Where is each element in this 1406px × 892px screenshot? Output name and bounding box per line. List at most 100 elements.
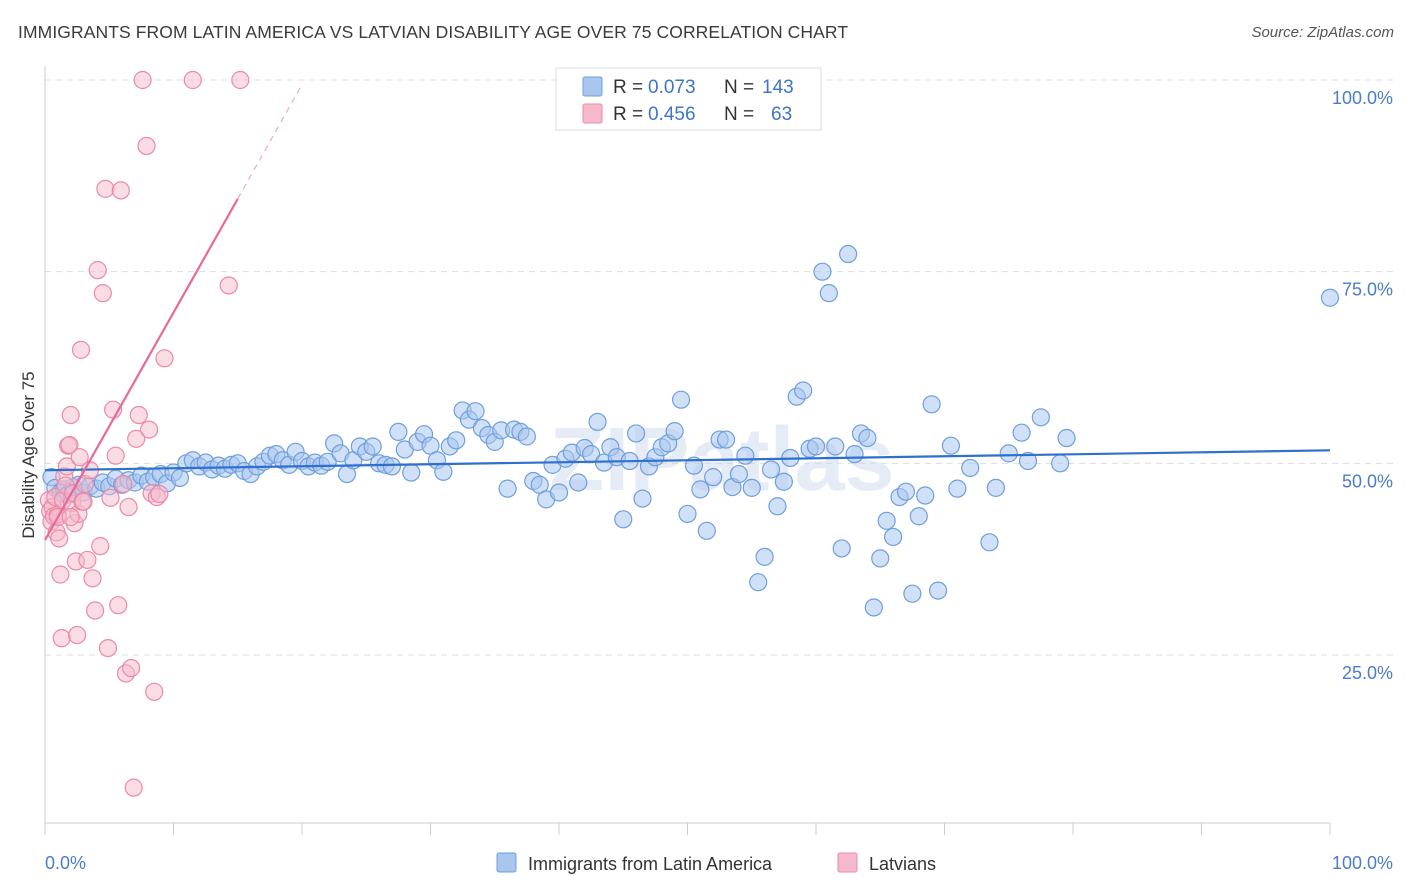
data-point-latvians — [139, 420, 159, 439]
data-point-latvians — [83, 569, 102, 588]
data-point-immigrants — [961, 458, 980, 478]
data-point-immigrants — [883, 527, 903, 547]
data-point-immigrants — [916, 486, 935, 505]
data-point-immigrants — [671, 390, 691, 409]
data-point-immigrants — [871, 549, 890, 568]
data-point-immigrants — [1018, 451, 1038, 471]
data-point-immigrants — [729, 464, 749, 484]
y-tick-labels: 25.0% 50.0% 75.0% 100.0% — [1332, 88, 1393, 683]
data-point-latvians — [61, 507, 80, 527]
data-point-latvians — [71, 340, 91, 359]
data-point-immigrants — [434, 462, 453, 481]
data-point-immigrants — [819, 284, 838, 303]
x-tick-label: 100.0% — [1332, 853, 1393, 873]
data-point-immigrants — [633, 489, 652, 508]
data-point-latvians — [96, 179, 115, 198]
data-point-immigrants — [845, 445, 864, 464]
y-tick-label: 25.0% — [1342, 663, 1393, 683]
bottom-legend-swatch-pink — [837, 852, 858, 873]
data-point-latvians — [129, 405, 148, 425]
data-point-immigrants — [1012, 423, 1031, 442]
data-point-immigrants — [363, 437, 382, 456]
data-point-latvians — [68, 625, 87, 645]
data-point-latvians — [150, 484, 169, 504]
legend-n-value-2: 63 — [771, 104, 792, 125]
data-point-immigrants — [877, 511, 896, 530]
data-point-latvians — [111, 181, 130, 200]
data-point-latvians — [61, 405, 80, 425]
data-point-latvians — [121, 658, 141, 678]
chart-title: IMMIGRANTS FROM LATIN AMERICA VS LATVIAN… — [18, 22, 849, 42]
data-point-immigrants — [826, 437, 845, 456]
data-point-latvians — [124, 778, 143, 797]
data-point-immigrants — [749, 573, 768, 592]
legend-r-value-2: 0.456 — [648, 104, 696, 125]
bottom-legend-label-immigrants: Immigrants from Latin America — [528, 854, 773, 874]
data-point-immigrants — [1051, 454, 1070, 473]
data-point-immigrants — [382, 457, 402, 476]
data-point-latvians — [109, 596, 128, 615]
bottom-legend: Immigrants from Latin America Latvians — [496, 852, 936, 874]
data-point-immigrants — [736, 446, 755, 465]
data-point-immigrants — [864, 598, 883, 617]
data-point-latvians — [219, 276, 238, 295]
data-point-immigrants — [755, 547, 774, 566]
trend-line-latvians-extension — [237, 84, 303, 200]
data-point-immigrants — [832, 539, 851, 558]
data-point-latvians — [155, 349, 174, 368]
y-tick-label: 75.0% — [1342, 280, 1393, 300]
trend-line-latvians — [44, 198, 239, 541]
data-point-immigrants — [402, 463, 421, 482]
data-point-immigrants — [549, 483, 569, 502]
data-point-latvians — [86, 601, 105, 620]
series-latvians-points — [39, 70, 250, 797]
data-point-immigrants — [922, 395, 941, 414]
trend-line-immigrants — [44, 449, 1331, 472]
data-point-latvians — [106, 446, 125, 465]
data-point-latvians — [93, 284, 112, 303]
data-point-immigrants — [928, 581, 948, 600]
data-point-latvians — [50, 529, 69, 548]
data-point-immigrants — [466, 402, 485, 421]
data-point-immigrants — [1320, 288, 1340, 307]
data-point-immigrants — [614, 510, 633, 529]
data-point-latvians — [137, 136, 156, 156]
data-point-latvians — [52, 629, 71, 648]
data-point-immigrants — [678, 504, 697, 524]
data-point-immigrants — [980, 533, 999, 552]
data-point-immigrants — [665, 422, 684, 441]
data-point-latvians — [114, 474, 133, 494]
data-point-immigrants — [742, 478, 761, 497]
data-point-latvians — [133, 70, 152, 90]
data-point-immigrants — [704, 468, 723, 487]
data-point-immigrants — [806, 437, 826, 456]
legend-r-label-2: R = — [613, 104, 643, 125]
data-point-immigrants — [768, 497, 787, 516]
data-point-immigrants — [697, 521, 716, 540]
data-point-latvians — [145, 682, 164, 701]
data-point-latvians — [101, 488, 120, 507]
data-point-latvians — [231, 70, 250, 90]
data-point-immigrants — [858, 428, 877, 448]
data-point-immigrants — [498, 479, 517, 498]
data-point-latvians — [78, 550, 97, 570]
legend-n-label-2: N = — [724, 104, 754, 125]
bottom-legend-label-latvians: Latvians — [869, 854, 936, 874]
data-point-immigrants — [903, 584, 922, 603]
data-point-immigrants — [986, 478, 1006, 497]
data-point-immigrants — [447, 431, 466, 450]
axes — [44, 66, 1331, 835]
data-point-immigrants — [1057, 428, 1076, 448]
data-point-immigrants — [999, 444, 1018, 463]
data-point-immigrants — [813, 262, 832, 281]
data-point-immigrants — [839, 244, 858, 264]
data-point-immigrants — [389, 422, 408, 441]
legend-r-value-1: 0.073 — [648, 77, 696, 98]
gridlines — [45, 79, 1393, 656]
data-point-latvians — [51, 565, 70, 584]
y-tick-label: 100.0% — [1332, 88, 1393, 108]
data-point-immigrants — [761, 460, 781, 479]
source-credit: Source: ZipAtlas.com — [1251, 24, 1394, 41]
data-point-immigrants — [941, 436, 961, 455]
bottom-legend-swatch-blue — [496, 852, 517, 873]
